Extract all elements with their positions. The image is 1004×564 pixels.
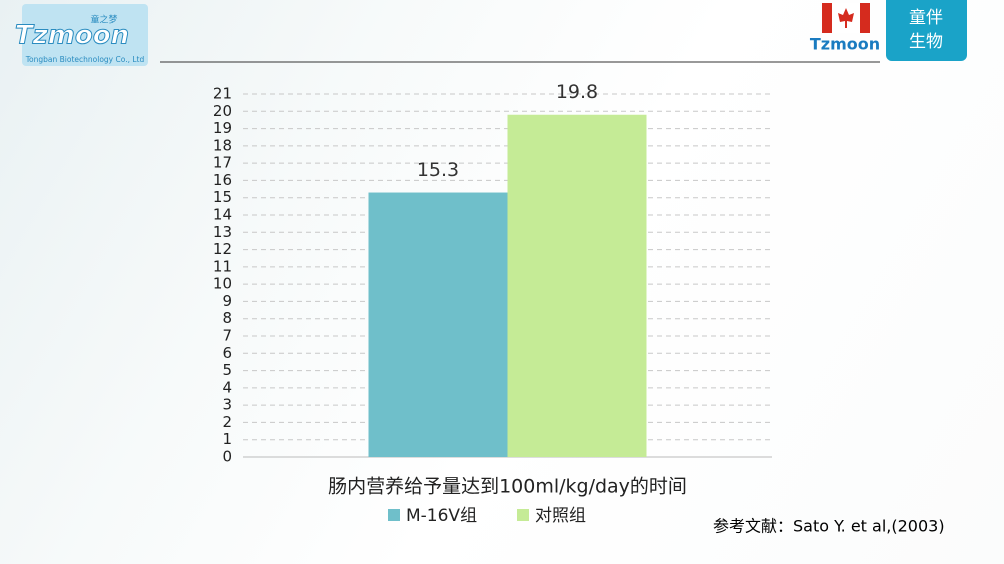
legend-swatch bbox=[517, 509, 529, 521]
x-tick-label: 肠内营养给予量达到100ml/kg/day的时间 bbox=[328, 476, 687, 498]
y-tick-label: 13 bbox=[213, 223, 232, 241]
logo-box bbox=[22, 4, 148, 66]
badge-text: 童伴 bbox=[909, 8, 943, 28]
y-tick-label: 6 bbox=[222, 344, 232, 362]
y-tick-label: 19 bbox=[213, 119, 232, 137]
y-tick-label: 17 bbox=[213, 154, 232, 172]
flag bbox=[822, 3, 870, 33]
y-tick-label: 2 bbox=[222, 413, 232, 431]
logo-text: Tzmoon bbox=[15, 21, 129, 51]
legend-swatch bbox=[388, 509, 400, 521]
y-tick-label: 10 bbox=[213, 275, 232, 293]
y-tick-label: 0 bbox=[222, 448, 232, 466]
y-tick-label: 14 bbox=[213, 206, 232, 224]
legend-label: M-16V组 bbox=[406, 506, 477, 526]
legend-label: 对照组 bbox=[535, 506, 586, 526]
y-tick-label: 18 bbox=[213, 136, 232, 154]
brand: Tzmoon bbox=[810, 35, 880, 54]
logo-tagline: 童之梦 bbox=[90, 14, 117, 26]
bar bbox=[507, 114, 647, 457]
y-tick-label: 21 bbox=[213, 85, 232, 103]
value-label: 19.8 bbox=[556, 81, 598, 103]
y-tick-label: 9 bbox=[222, 292, 232, 310]
y-tick-label: 15 bbox=[213, 188, 232, 206]
y-tick-label: 12 bbox=[213, 240, 232, 258]
y-tick-label: 4 bbox=[222, 378, 232, 396]
y-tick-label: 7 bbox=[222, 327, 232, 345]
value-label: 15.3 bbox=[417, 159, 459, 181]
reference: 参考文献：Sato Y. et al,(2003) bbox=[713, 517, 945, 536]
y-tick-label: 16 bbox=[213, 171, 232, 189]
company-name: Tongban Biotechnology Co., Ltd bbox=[25, 55, 145, 64]
y-tick-label: 20 bbox=[213, 102, 232, 120]
y-tick-label: 11 bbox=[213, 257, 232, 275]
y-tick-label: 1 bbox=[222, 430, 232, 448]
y-tick-label: 8 bbox=[222, 309, 232, 327]
badge-text: 生物 bbox=[909, 32, 943, 52]
bar bbox=[368, 192, 508, 457]
badge bbox=[886, 0, 967, 61]
y-tick-label: 5 bbox=[222, 361, 232, 379]
y-tick-label: 3 bbox=[222, 396, 232, 414]
